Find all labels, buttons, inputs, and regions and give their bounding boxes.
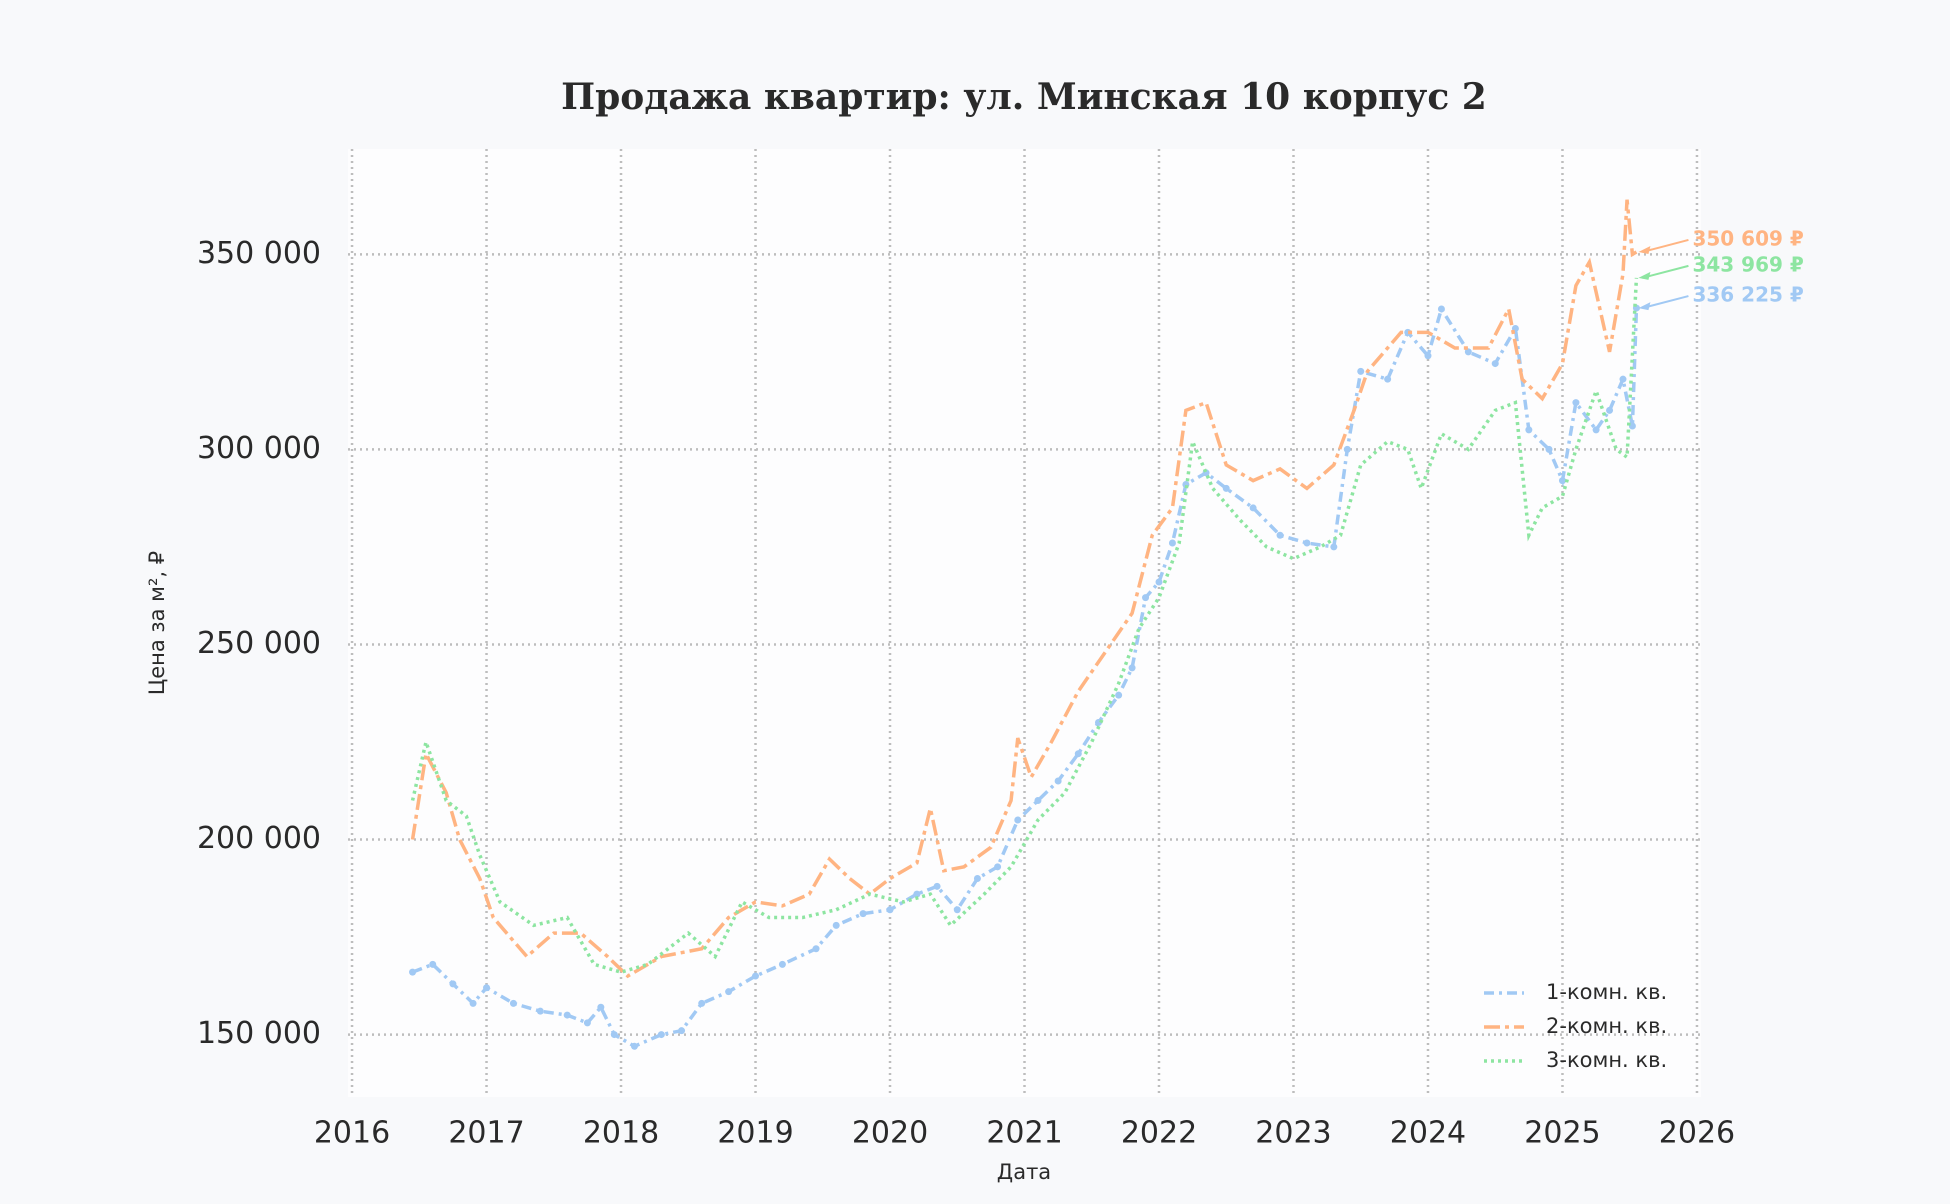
x-tick-label: 2021 (986, 1116, 1062, 1151)
point-marker (1628, 422, 1636, 430)
annotation-arrow (1642, 295, 1689, 310)
annotation-arrowhead (1638, 245, 1651, 254)
point-marker (1545, 445, 1553, 453)
point-marker (1384, 375, 1392, 383)
annotation-label: 343 969 ₽ (1692, 252, 1803, 276)
point-marker (1034, 797, 1042, 805)
point-marker (1074, 750, 1082, 758)
annotation-label: 350 609 ₽ (1692, 226, 1803, 250)
y-tick-label: 200 000 (197, 821, 321, 856)
point-marker (1168, 539, 1176, 547)
x-tick-label: 2019 (717, 1116, 793, 1151)
x-tick-label: 2022 (1121, 1116, 1197, 1151)
point-marker (859, 910, 867, 918)
point-marker (725, 988, 733, 996)
point-marker (933, 882, 941, 890)
point-marker (1606, 406, 1614, 414)
point-marker (449, 980, 457, 988)
point-marker (1276, 531, 1284, 539)
point-marker (1330, 543, 1338, 551)
y-tick-label: 350 000 (197, 236, 321, 271)
x-axis-label: Дата (997, 1160, 1051, 1184)
point-marker (1343, 445, 1351, 453)
series-line (410, 199, 1638, 979)
chart-title: Продажа квартир: ул. Минская 10 корпус 2 (561, 76, 1487, 118)
point-marker (698, 999, 706, 1007)
point-marker (657, 1031, 665, 1039)
point-marker (630, 1042, 638, 1050)
x-tick-label: 2025 (1524, 1116, 1600, 1151)
point-marker (1155, 578, 1163, 586)
y-tick-label: 150 000 (197, 1016, 321, 1051)
point-marker (778, 960, 786, 968)
x-tick-label: 2026 (1659, 1116, 1735, 1151)
annotation-arrowhead (1638, 271, 1651, 280)
point-marker (1491, 360, 1499, 368)
point-marker (536, 1007, 544, 1015)
y-axis-label: Цена за м², ₽ (145, 551, 169, 695)
point-marker (1572, 399, 1580, 407)
point-marker (1357, 367, 1365, 375)
point-marker (1558, 477, 1566, 485)
point-marker (1054, 777, 1062, 785)
point-marker (953, 906, 961, 914)
point-marker (1437, 305, 1445, 313)
point-marker (678, 1027, 686, 1035)
series-line (411, 304, 1639, 1049)
point-marker (1592, 426, 1600, 434)
x-tick-label: 2020 (852, 1116, 928, 1151)
x-tick-label: 2023 (1255, 1116, 1331, 1151)
annotation-arrowhead (1638, 302, 1651, 311)
point-marker (610, 1031, 618, 1039)
point-marker (429, 960, 437, 968)
point-marker (973, 875, 981, 883)
point-marker (563, 1011, 571, 1019)
point-marker (1424, 352, 1432, 360)
point-marker (509, 999, 517, 1007)
point-marker (752, 972, 760, 980)
point-marker (886, 906, 894, 914)
point-marker (812, 945, 820, 953)
point-marker (1142, 594, 1150, 602)
annotation-label: 336 225 ₽ (1692, 283, 1803, 307)
series-line (410, 277, 1639, 974)
point-marker (1525, 426, 1533, 434)
annotation-arrow (1642, 238, 1689, 253)
point-marker (1249, 504, 1257, 512)
point-marker (1464, 348, 1472, 356)
point-marker (583, 1019, 591, 1027)
y-tick-label: 300 000 (197, 431, 321, 466)
point-marker (409, 968, 417, 976)
x-tick-label: 2024 (1390, 1116, 1466, 1151)
point-marker (1222, 484, 1230, 492)
x-tick-label: 2017 (448, 1116, 524, 1151)
point-marker (483, 984, 491, 992)
point-marker (832, 921, 840, 929)
x-tick-label: 2016 (314, 1116, 390, 1151)
x-tick-label: 2018 (583, 1116, 659, 1151)
point-marker (597, 1003, 605, 1011)
point-marker (1303, 539, 1311, 547)
point-marker (1619, 375, 1627, 383)
legend-label: 3-комн. кв. (1546, 1048, 1667, 1072)
point-marker (994, 863, 1002, 871)
point-marker (1115, 691, 1123, 699)
legend-label: 2-комн. кв. (1546, 1014, 1667, 1038)
point-marker (913, 890, 921, 898)
point-marker (1128, 664, 1136, 672)
y-tick-label: 250 000 (197, 626, 321, 661)
legend-label: 1-комн. кв. (1546, 980, 1667, 1004)
point-marker (469, 999, 477, 1007)
annotation-arrow (1642, 264, 1689, 279)
point-marker (1014, 816, 1022, 824)
